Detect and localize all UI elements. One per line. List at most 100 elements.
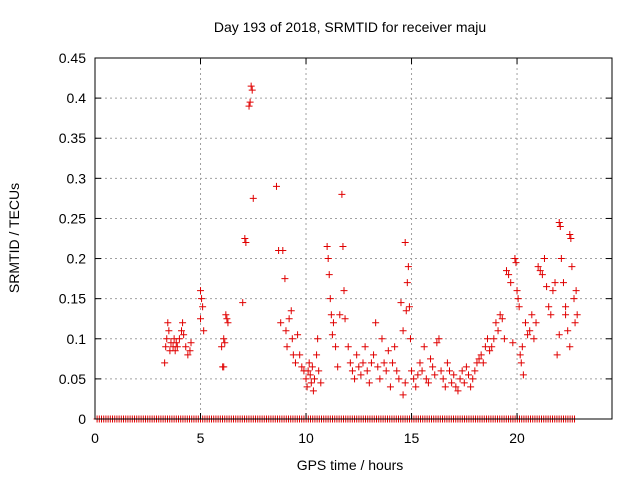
data-point — [566, 343, 574, 351]
data-point — [308, 363, 316, 371]
data-point — [323, 243, 331, 251]
data-point — [198, 295, 206, 303]
data-point — [327, 311, 335, 319]
data-point — [173, 343, 181, 351]
data-point — [182, 343, 190, 351]
data-point — [353, 351, 361, 359]
data-point — [462, 363, 470, 371]
data-point — [435, 335, 443, 343]
data-point — [277, 319, 285, 327]
data-point — [242, 239, 250, 247]
data-point — [511, 255, 519, 263]
data-point — [571, 319, 579, 327]
data-point — [220, 335, 228, 343]
data-point — [339, 243, 347, 251]
y-axis-ticks: 0 0.05 0.1 0.15 0.2 0.25 0.3 0.35 0.4 0.45 — [59, 50, 612, 427]
data-point — [332, 343, 340, 351]
data-point — [304, 367, 312, 375]
x-tick-label: 10 — [298, 430, 314, 446]
data-point — [361, 343, 369, 351]
data-point — [540, 255, 548, 263]
data-point — [282, 327, 290, 335]
plot-frame — [94, 57, 613, 420]
data-point — [355, 363, 363, 371]
data-point — [456, 375, 464, 383]
data-point — [490, 335, 498, 343]
y-tick-label: 0.25 — [59, 210, 86, 226]
data-point — [164, 319, 172, 327]
data-point — [220, 363, 228, 371]
data-point — [566, 230, 574, 238]
data-point — [555, 331, 563, 339]
data-point — [473, 359, 481, 367]
data-point — [397, 299, 405, 307]
data-point — [363, 367, 371, 375]
data-point — [171, 347, 179, 355]
data-point — [180, 331, 188, 339]
data-point — [488, 343, 496, 351]
data-point — [328, 331, 336, 339]
data-point — [570, 295, 578, 303]
data-point — [223, 315, 231, 323]
data-point — [559, 279, 567, 287]
data-point — [450, 371, 458, 379]
y-axis-label: SRMTID / TECUs — [6, 183, 22, 293]
data-point — [376, 375, 384, 383]
y-tick-label: 0.4 — [67, 90, 87, 106]
data-point — [492, 319, 500, 327]
data-point — [246, 98, 254, 106]
y-tick-label: 0.1 — [67, 331, 87, 347]
data-point — [172, 339, 180, 347]
data-point — [378, 335, 386, 343]
data-point — [248, 86, 256, 94]
data-point — [307, 379, 315, 387]
data-point — [365, 379, 373, 387]
data-point — [429, 363, 437, 371]
data-point — [528, 311, 536, 319]
data-point — [406, 335, 414, 343]
data-point — [346, 359, 354, 367]
grid-lines — [95, 58, 612, 419]
data-point — [393, 367, 401, 375]
data-point — [344, 343, 352, 351]
x-tick-label: 15 — [404, 430, 420, 446]
data-point — [412, 383, 420, 391]
data-point — [512, 259, 520, 267]
data-point — [221, 339, 229, 347]
data-point — [486, 347, 494, 355]
data-point — [315, 367, 323, 375]
data-point — [317, 379, 325, 387]
data-point — [469, 375, 477, 383]
data-point — [218, 343, 226, 351]
data-point — [401, 379, 409, 387]
data-point — [505, 271, 513, 279]
data-point — [175, 335, 183, 343]
data-point — [410, 375, 418, 383]
data-point — [389, 359, 397, 367]
data-point — [555, 218, 563, 226]
data-point — [536, 267, 544, 275]
data-point — [502, 267, 510, 275]
data-point — [402, 307, 410, 315]
data-point — [477, 351, 485, 359]
data-point — [422, 375, 430, 383]
data-point — [287, 307, 295, 315]
data-point — [325, 271, 333, 279]
data-point — [279, 247, 287, 255]
data-point — [197, 315, 205, 323]
data-point — [547, 311, 555, 319]
data-point — [197, 287, 205, 295]
y-tick-label: 0.3 — [67, 170, 87, 186]
data-point — [306, 371, 314, 379]
data-point — [288, 335, 296, 343]
chart-title: Day 193 of 2018, SRMTID for receiver maj… — [214, 19, 486, 35]
data-point — [431, 371, 439, 379]
data-point — [567, 235, 575, 242]
data-point — [340, 287, 348, 295]
data-point — [249, 194, 257, 202]
data-point — [163, 335, 171, 343]
data-point — [448, 379, 456, 387]
y-tick-label: 0 — [78, 411, 86, 427]
data-point — [370, 351, 378, 359]
data-point — [568, 263, 576, 271]
